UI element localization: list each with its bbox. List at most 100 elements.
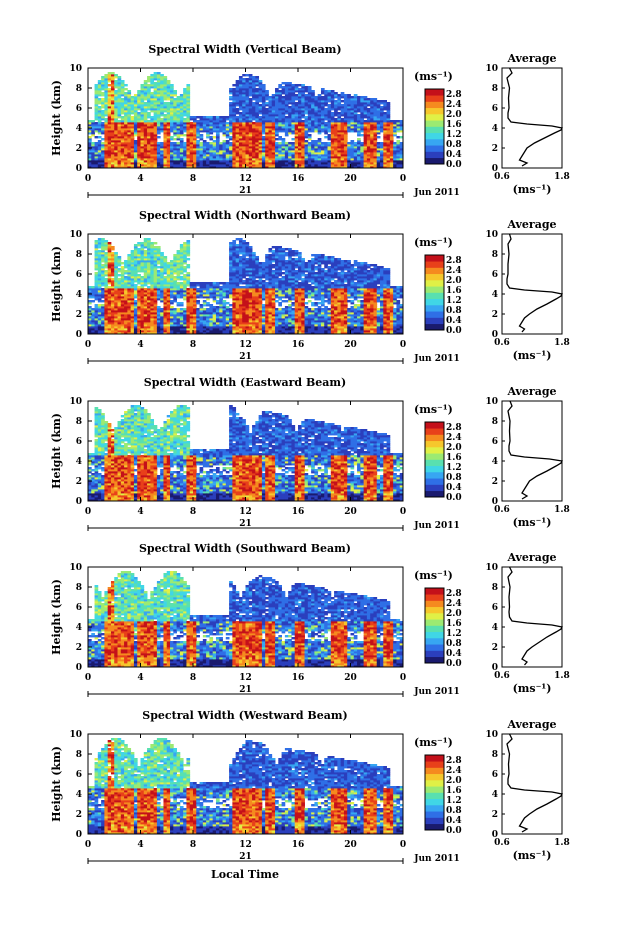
heatmap-cell — [212, 158, 217, 161]
heatmap-cell — [163, 114, 168, 117]
heatmap-cell — [242, 130, 246, 133]
heatmap-cell — [347, 98, 351, 101]
heatmap-cell — [206, 326, 210, 329]
heatmap-cell — [160, 148, 164, 151]
heatmap-cell — [137, 324, 141, 327]
heatmap-cell — [298, 126, 302, 129]
heatmap-cell — [97, 240, 102, 243]
heatmap-cell — [130, 316, 135, 319]
heatmap-cell — [104, 84, 109, 87]
heatmap-cell — [150, 100, 155, 103]
heatmap-cell — [278, 86, 282, 89]
heatmap-cell — [212, 314, 217, 317]
heatmap-cell — [160, 328, 164, 331]
heatmap-cell — [156, 160, 161, 163]
heatmap-cell — [150, 274, 155, 277]
heatmap-cell — [104, 92, 109, 95]
heatmap-cell — [150, 250, 155, 253]
heatmap-cell — [179, 162, 184, 165]
heatmap-cell — [179, 248, 184, 251]
heatmap-cell — [147, 150, 151, 153]
heatmap-cell — [307, 98, 312, 101]
heatmap-cell — [258, 138, 263, 141]
heatmap-cell — [110, 296, 115, 299]
heatmap-cell — [248, 138, 253, 141]
heatmap-cell — [357, 132, 361, 135]
heatmap-cell — [147, 120, 151, 123]
heatmap-cell — [261, 138, 266, 141]
heatmap-cell — [166, 128, 171, 131]
heatmap-cell — [212, 142, 217, 145]
heatmap-cell — [330, 102, 335, 105]
heatmap-cell — [219, 320, 223, 323]
heatmap-cell — [298, 160, 302, 163]
heatmap-cell — [281, 126, 286, 129]
heatmap-cell — [176, 160, 181, 163]
heatmap-cell — [317, 138, 322, 141]
heatmap-cell — [137, 298, 141, 301]
heatmap-cell — [334, 122, 338, 125]
heatmap-cell — [281, 160, 286, 163]
heatmap-cell — [357, 100, 361, 103]
heatmap-cell — [360, 112, 365, 115]
heatmap-cell — [110, 290, 115, 293]
heatmap-cell — [206, 136, 210, 139]
heatmap-cell — [114, 146, 118, 149]
heatmap-cell — [189, 322, 194, 325]
heatmap-cell — [232, 132, 237, 135]
heatmap-cell — [288, 152, 292, 155]
heatmap-cell — [163, 312, 168, 315]
heatmap-cell — [357, 166, 361, 169]
heatmap-cell — [393, 142, 397, 145]
heatmap-cell — [127, 116, 132, 119]
heatmap-cell — [212, 152, 217, 155]
heatmap-cell — [173, 266, 177, 269]
heatmap-cell — [366, 120, 371, 123]
heatmap-cell — [383, 164, 387, 167]
heatmap-cell — [140, 268, 145, 271]
heatmap-cell — [156, 310, 161, 313]
heatmap-cell — [137, 244, 141, 247]
heatmap-cell — [373, 102, 378, 105]
heatmap-cell — [330, 106, 335, 109]
heatmap-cell — [307, 152, 312, 155]
heatmap-cell — [147, 154, 151, 157]
heatmap-cell — [235, 88, 240, 91]
heatmap-cell — [265, 144, 269, 147]
heatmap-cell — [370, 108, 374, 111]
heatmap-cell — [120, 298, 125, 301]
heatmap-cell — [156, 122, 161, 125]
heatmap-cell — [130, 270, 135, 273]
heatmap-cell — [88, 152, 92, 155]
heatmap-cell — [183, 258, 187, 261]
heatmap-cell — [189, 326, 194, 329]
heatmap-cell — [176, 118, 181, 121]
heatmap-cell — [238, 124, 243, 127]
heatmap-cell — [366, 112, 371, 115]
heatmap-cell — [88, 122, 92, 125]
heatmap-cell — [166, 288, 171, 291]
avg-y-tick-label: 0 — [492, 164, 498, 174]
heatmap-cell — [196, 296, 200, 299]
heatmap-cell — [291, 102, 296, 105]
heatmap-cell — [166, 86, 171, 89]
heatmap-cell — [294, 120, 299, 123]
heatmap-cell — [166, 108, 171, 111]
heatmap-cell — [153, 294, 158, 297]
heatmap-cell — [301, 154, 305, 157]
heatmap-cell — [186, 102, 191, 105]
heatmap-cell — [127, 144, 132, 147]
heatmap-cell — [163, 292, 168, 295]
heatmap-cell — [163, 262, 168, 265]
heatmap-cell — [94, 292, 99, 295]
heatmap-cell — [143, 318, 148, 321]
heatmap-cell — [311, 154, 315, 157]
heatmap-cell — [156, 278, 161, 281]
heatmap-cell — [173, 254, 177, 257]
heatmap-cell — [261, 110, 266, 113]
heatmap-cell — [120, 308, 125, 311]
heatmap-cell — [334, 164, 338, 167]
heatmap-cell — [173, 164, 177, 167]
heatmap-cell — [337, 122, 342, 125]
heatmap-cell — [343, 150, 348, 153]
